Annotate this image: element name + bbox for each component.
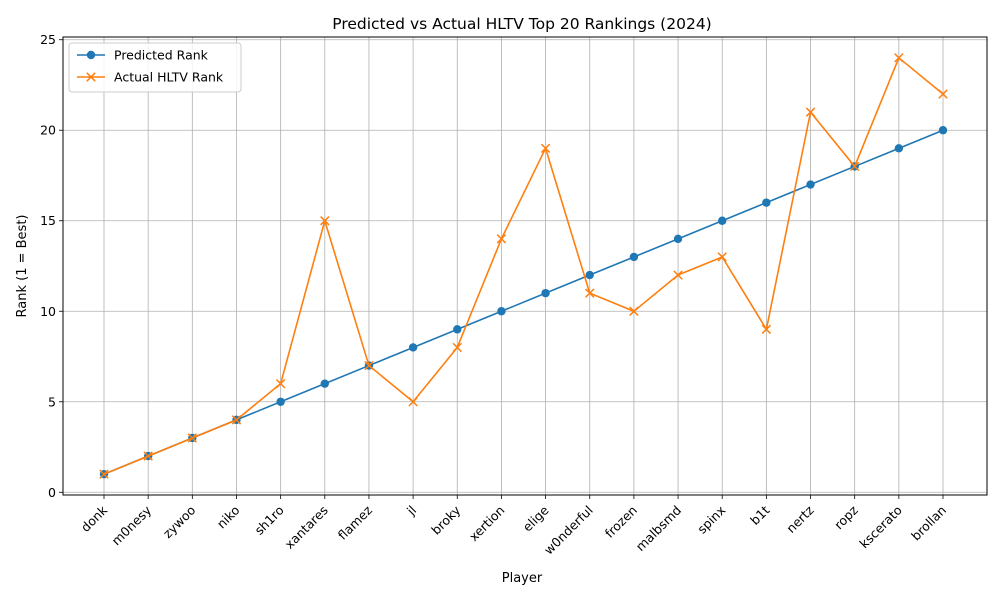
y-tick-label: 0 — [48, 485, 56, 500]
chart-title: Predicted vs Actual HLTV Top 20 Rankings… — [332, 15, 711, 33]
legend-item: Actual HLTV Rank — [77, 70, 224, 85]
marker-stroke — [938, 89, 948, 99]
marker-stroke — [231, 415, 242, 425]
series-line-predicted-rank — [103, 129, 944, 475]
data-point-actual-hltv-rank — [364, 360, 374, 371]
marker-stroke — [894, 53, 904, 63]
grid-lines — [63, 37, 987, 495]
marker-stroke — [143, 451, 153, 461]
series-layer — [99, 53, 948, 479]
data-point-predicted-rank — [762, 198, 771, 207]
data-point-predicted-rank — [541, 288, 550, 298]
data-point-actual-hltv-rank — [805, 107, 816, 117]
marker-stroke — [805, 107, 816, 117]
data-point-predicted-rank — [718, 216, 727, 225]
data-point-actual-hltv-rank — [540, 143, 551, 154]
marker-stroke — [86, 72, 96, 82]
data-point-predicted-rank — [408, 343, 418, 352]
data-point-actual-hltv-rank — [187, 433, 198, 443]
data-point-actual-hltv-rank — [275, 378, 286, 389]
legend: Predicted Rank Actual HLTV Rank — [68, 42, 242, 93]
series-line-actual-hltv-rank — [103, 57, 944, 475]
data-point-actual-hltv-rank — [231, 415, 242, 425]
marker-stroke — [452, 342, 462, 353]
data-point-predicted-rank — [585, 270, 594, 280]
data-point-actual-hltv-rank — [894, 53, 904, 63]
marker-stroke — [717, 252, 727, 262]
marker-stroke — [187, 433, 198, 443]
data-point-actual-hltv-rank — [496, 234, 507, 244]
legend-marker — [86, 50, 96, 60]
marker-stroke — [99, 469, 109, 479]
data-point-actual-hltv-rank — [452, 342, 462, 353]
marker-stroke — [408, 397, 418, 407]
marker-stroke — [496, 234, 507, 244]
y-tick-label: 20 — [40, 123, 56, 138]
data-point-actual-hltv-rank — [673, 270, 683, 280]
data-point-actual-hltv-rank — [938, 89, 948, 99]
y-tick-label: 5 — [48, 394, 56, 409]
marker-stroke — [275, 378, 286, 389]
data-point-predicted-rank — [806, 180, 815, 189]
data-point-actual-hltv-rank — [761, 324, 772, 335]
data-point-predicted-rank — [673, 234, 683, 244]
marker-stroke — [629, 306, 639, 316]
data-point-predicted-rank — [320, 379, 329, 388]
x-axis-label: Player — [502, 571, 543, 586]
y-axis-label: Rank (1 = Best) — [15, 215, 30, 318]
data-point-actual-hltv-rank — [143, 451, 153, 461]
data-point-actual-hltv-rank — [408, 397, 418, 407]
marker-stroke — [585, 288, 595, 298]
y-tick-label: 25 — [40, 32, 56, 47]
legend-label: Actual HLTV Rank — [114, 70, 224, 85]
data-point-predicted-rank — [938, 126, 948, 135]
data-point-predicted-rank — [629, 252, 639, 262]
data-point-actual-hltv-rank — [320, 216, 330, 226]
data-point-predicted-rank — [497, 307, 506, 316]
marker-stroke — [364, 360, 374, 371]
data-point-predicted-rank — [894, 144, 904, 153]
series-actual-hltv-rank — [99, 53, 948, 479]
data-point-predicted-rank — [276, 397, 285, 406]
legend-label: Predicted Rank — [114, 48, 209, 63]
data-point-predicted-rank — [453, 325, 462, 334]
y-axis: 0 5 10 15 20 25 — [40, 32, 63, 500]
data-point-actual-hltv-rank — [629, 306, 639, 316]
plot-frame — [62, 36, 988, 496]
legend-box — [68, 42, 242, 93]
marker-stroke — [540, 143, 551, 154]
series-predicted-rank — [99, 126, 948, 479]
marker-stroke — [849, 161, 860, 172]
marker-stroke — [761, 324, 772, 335]
legend-marker — [86, 72, 96, 82]
data-point-actual-hltv-rank — [99, 469, 109, 479]
y-tick-label: 15 — [40, 213, 56, 228]
data-point-actual-hltv-rank — [717, 252, 727, 262]
marker-stroke — [673, 270, 683, 280]
marker-stroke — [320, 216, 330, 226]
y-tick-label: 10 — [40, 304, 56, 319]
legend-item: Predicted Rank — [77, 48, 209, 63]
data-point-actual-hltv-rank — [585, 288, 595, 298]
data-point-actual-hltv-rank — [849, 161, 860, 172]
